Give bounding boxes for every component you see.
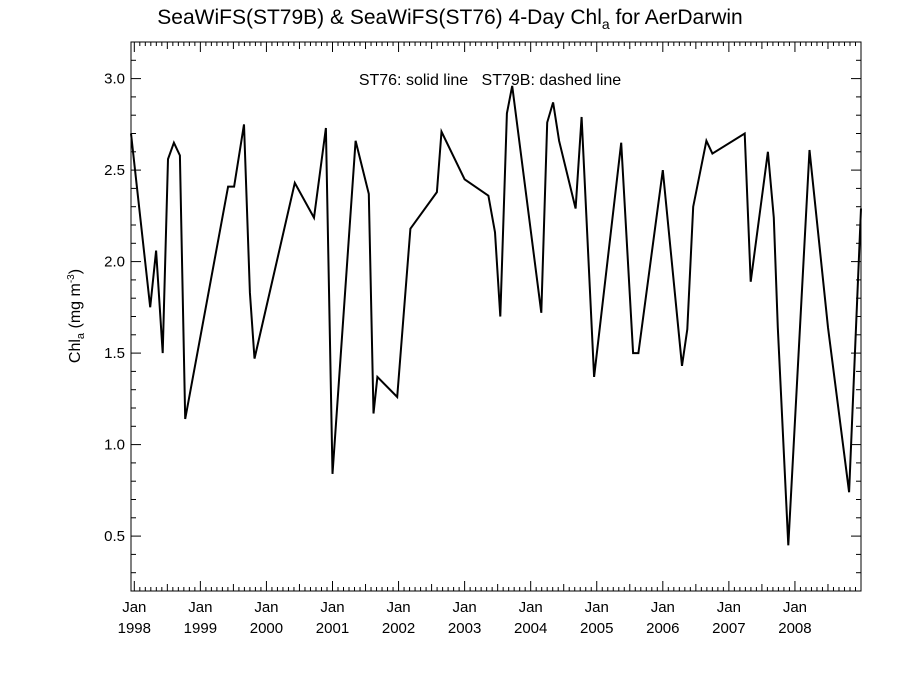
y-tick-label: 2.0 — [104, 254, 125, 271]
x-tick-label-year: 2003 — [448, 620, 481, 637]
x-tick-label-month: Jan — [386, 599, 410, 616]
x-tick-label-month: Jan — [188, 599, 212, 616]
y-tick-label: 1.5 — [104, 345, 125, 362]
x-tick-label-year: 2000 — [250, 620, 283, 637]
chart-title-subscript: a — [601, 16, 610, 32]
y-axis-label-subscript: a — [75, 332, 87, 339]
y-tick-label: 3.0 — [104, 71, 125, 88]
x-tick-label-year: 2006 — [646, 620, 679, 637]
plot-frame — [130, 41, 862, 592]
y-axis-label-close: ) — [67, 269, 84, 274]
chart-title: SeaWiFS(ST79B) & SeaWiFS(ST76) 4-Day Chl… — [0, 6, 900, 32]
x-tick-label-year: 2002 — [382, 620, 415, 637]
x-tick-label-month: Jan — [519, 599, 543, 616]
y-axis-label: Chla (mg m-3) — [66, 269, 87, 363]
x-tick-label-year: 2008 — [778, 620, 811, 637]
x-tick-label-month: Jan — [783, 599, 807, 616]
y-tick-label: 1.0 — [104, 437, 125, 454]
x-tick-label-month: Jan — [651, 599, 675, 616]
y-axis-label-superscript: -3 — [66, 274, 77, 283]
x-tick-label-year: 2005 — [580, 620, 613, 637]
x-tick-label-month: Jan — [320, 599, 344, 616]
y-axis-label-unit: (mg m — [67, 283, 84, 333]
x-tick-label-year: 1999 — [184, 620, 217, 637]
x-tick-label-month: Jan — [453, 599, 477, 616]
y-tick-label: 0.5 — [104, 528, 125, 545]
x-tick-label-month: Jan — [585, 599, 609, 616]
x-tick-label-month: Jan — [254, 599, 278, 616]
x-axis: Jan 1998 Jan 1999 Jan 2000 Jan 2001 Jan 2002 Jan 20… — [118, 42, 856, 637]
x-tick-label-year: 2007 — [712, 620, 745, 637]
chart-title-main: SeaWiFS(ST79B) & SeaWiFS(ST76) 4-Day Chl — [157, 6, 602, 29]
line-style-note: ST76: solid line ST79B: dashed line — [359, 72, 621, 89]
x-tick-label-month: Jan — [717, 599, 741, 616]
series-layer — [130, 85, 862, 546]
x-tick-label-year: 1998 — [118, 620, 151, 637]
x-tick-label-year: 2001 — [316, 620, 349, 637]
y-axis-label-main: Chl — [67, 339, 84, 363]
chart-title-suffix: for AerDarwin — [609, 6, 743, 29]
y-axis: 0.5 1.0 1.5 2.0 2.5 3.0 — [104, 59, 861, 574]
series-line — [130, 85, 862, 546]
y-tick-label: 2.5 — [104, 162, 125, 179]
x-tick-label-month: Jan — [122, 599, 146, 616]
x-tick-label-year: 2004 — [514, 620, 547, 637]
